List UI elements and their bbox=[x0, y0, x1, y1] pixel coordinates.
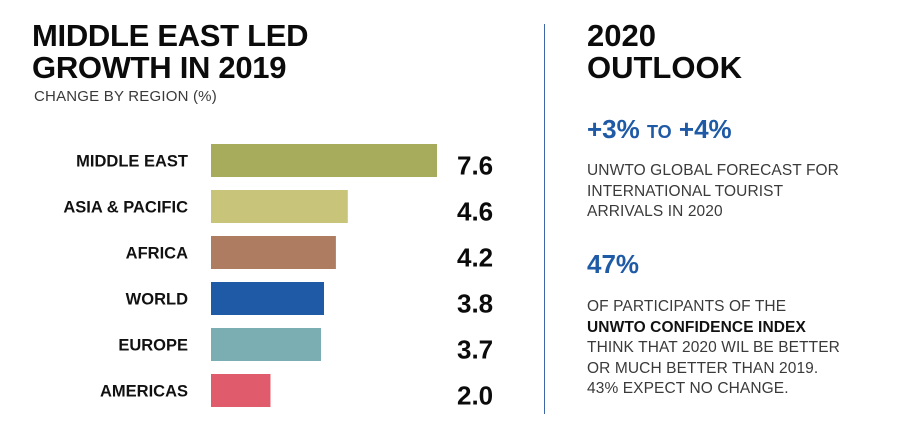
forecast-desc-line-3: ARRIVALS IN 2020 bbox=[587, 203, 723, 220]
chart-title: MIDDLE EAST LED GROWTH IN 2019 bbox=[32, 18, 309, 85]
confidence-desc-line-3: THINK THAT 2020 WIL BE BETTER bbox=[587, 339, 840, 356]
category-label: WORLD bbox=[126, 291, 188, 309]
forecast-stat: +3% TO +4% bbox=[587, 114, 732, 145]
value-label: 4.2 bbox=[457, 243, 493, 273]
forecast-from-value: +3% bbox=[587, 114, 640, 144]
confidence-desc-line-5: 43% EXPECT NO CHANGE. bbox=[587, 380, 789, 397]
category-label: EUROPE bbox=[118, 337, 188, 355]
category-label: AFRICA bbox=[126, 245, 188, 263]
bar bbox=[211, 190, 348, 223]
category-label: MIDDLE EAST bbox=[76, 153, 188, 171]
chart-title-line-2: GROWTH IN 2019 bbox=[32, 50, 287, 85]
confidence-stat: 47% bbox=[587, 249, 640, 279]
forecast-desc-line-2: INTERNATIONAL TOURIST bbox=[587, 182, 784, 200]
outlook-title: 2020 OUTLOOK bbox=[587, 20, 742, 84]
bar bbox=[211, 236, 336, 269]
confidence-desc-line-4: OR MUCH BETTER THAN 2019. bbox=[587, 359, 819, 377]
chart-title-line-1: MIDDLE EAST LED bbox=[32, 18, 309, 53]
confidence-index-name: UNWTO CONFIDENCE INDEX bbox=[587, 318, 806, 336]
bar bbox=[211, 374, 271, 407]
category-label: AMERICAS bbox=[100, 383, 188, 401]
confidence-desc-line-1: OF PARTICIPANTS OF THE bbox=[587, 298, 787, 315]
category-label: ASIA & PACIFIC bbox=[63, 199, 188, 217]
bar bbox=[211, 328, 322, 361]
bar bbox=[211, 282, 324, 315]
forecast-to-word: TO bbox=[647, 122, 672, 142]
forecast-description: UNWTO GLOBAL FORECAST FOR INTERNATIONAL … bbox=[587, 161, 839, 223]
panel-divider bbox=[544, 24, 545, 414]
bar bbox=[211, 144, 437, 177]
bar-chart: MIDDLE EAST 7.6 ASIA & PACIFIC 4.6 AFRICA 4.2… bbox=[63, 144, 493, 411]
value-label: 3.8 bbox=[457, 289, 493, 319]
forecast-to-value: +4% bbox=[678, 114, 732, 144]
value-label: 2.0 bbox=[457, 381, 493, 411]
value-label: 7.6 bbox=[457, 151, 493, 181]
outlook-title-line-1: 2020 bbox=[587, 18, 656, 53]
value-label: 4.6 bbox=[457, 197, 493, 227]
forecast-desc-line-1: UNWTO GLOBAL FORECAST FOR bbox=[587, 162, 839, 179]
confidence-description: OF PARTICIPANTS OF THE UNWTO CONFIDENCE … bbox=[587, 297, 840, 400]
chart-subtitle: CHANGE BY REGION (%) bbox=[34, 88, 217, 105]
outlook-title-line-2: OUTLOOK bbox=[587, 50, 742, 85]
value-label: 3.7 bbox=[457, 335, 493, 365]
